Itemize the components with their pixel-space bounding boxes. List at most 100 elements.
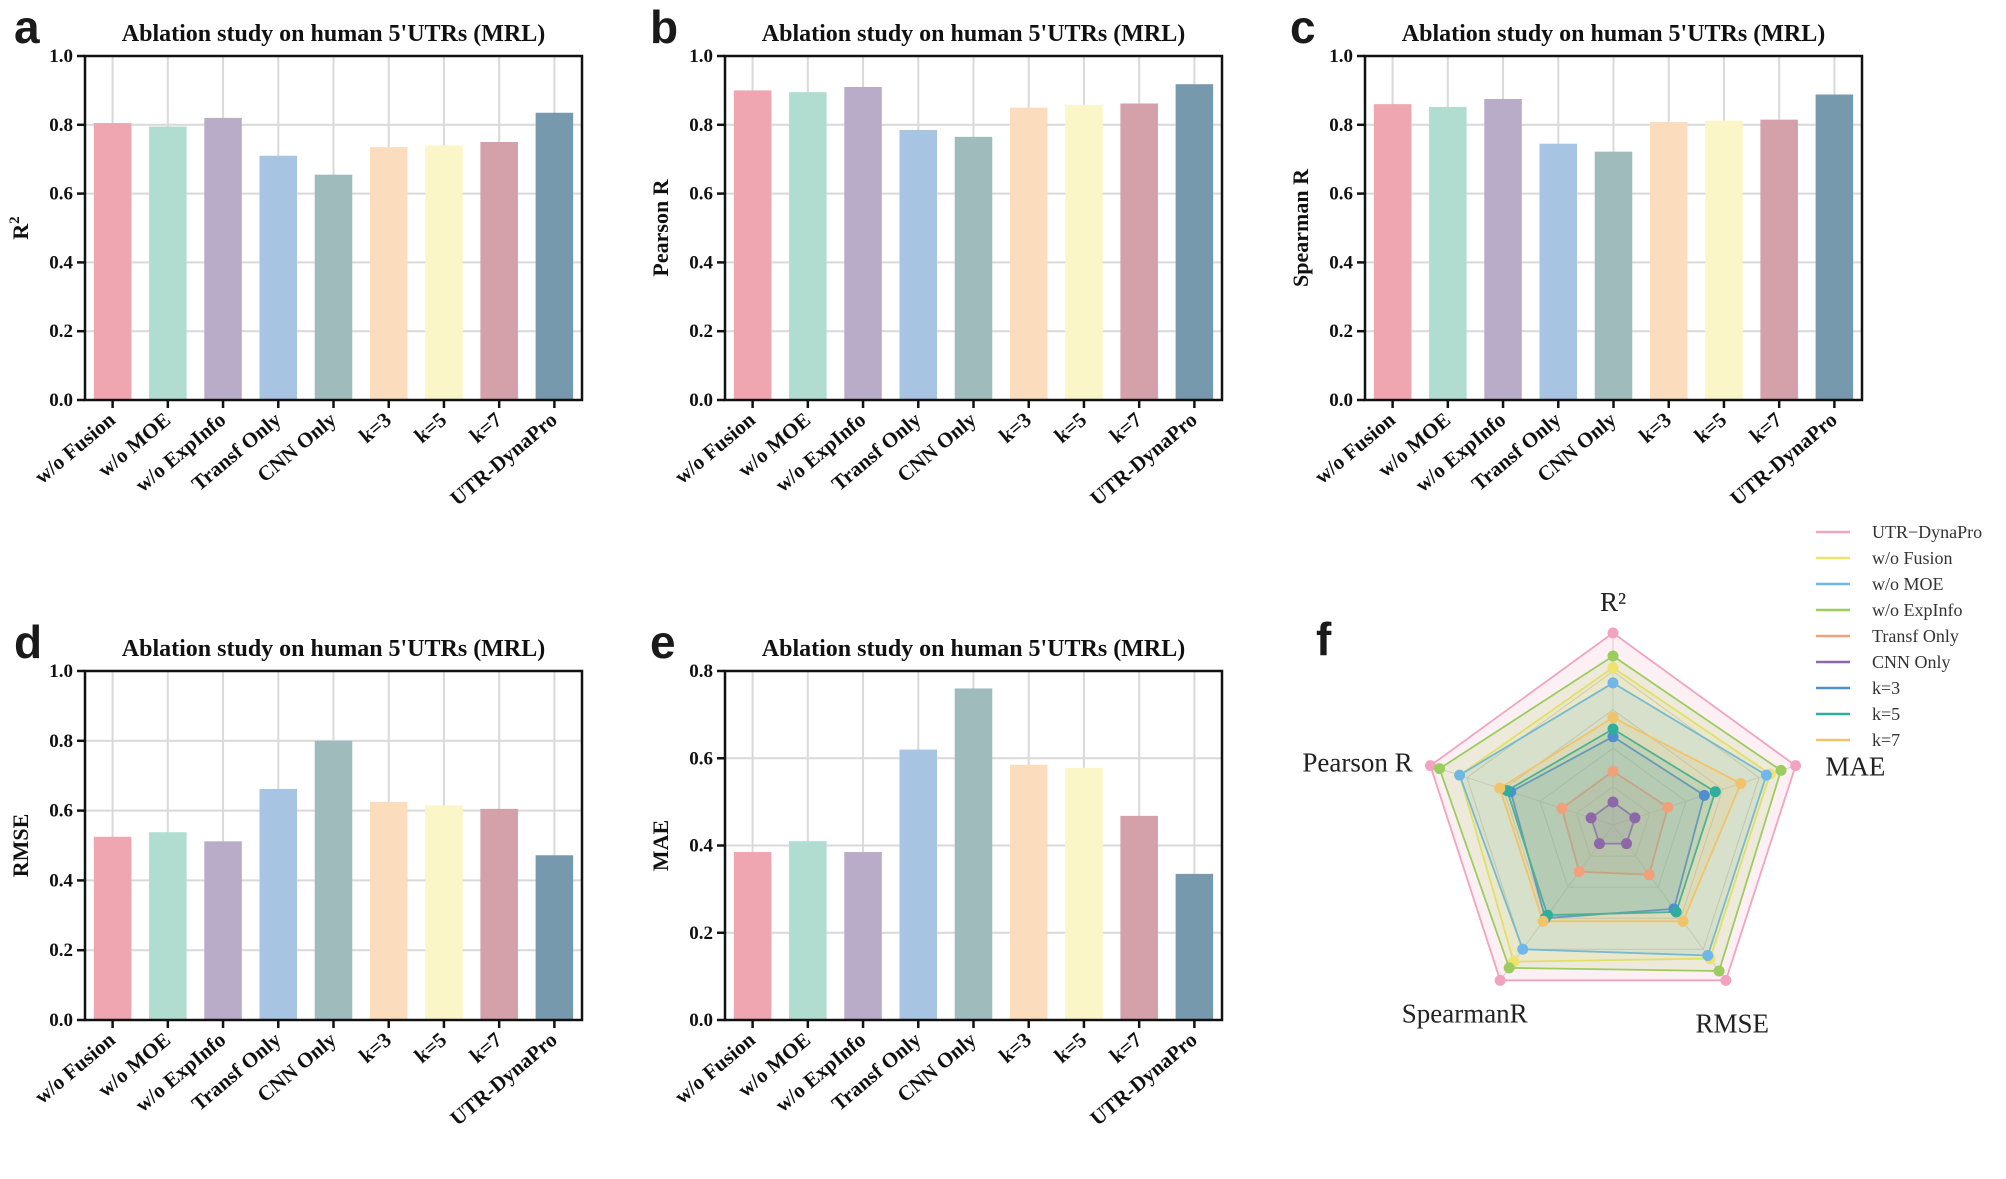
legend-label: k=7 [1872,730,1900,750]
radar-grid-ring [1575,785,1651,857]
y-axis-label-text: R [8,223,33,240]
bar-chart-c: Ablation study on human 5'UTRs (MRL) 0.0 0… [1288,21,1864,510]
bar-cnn-only [314,174,353,400]
bar-k-7 [1120,103,1158,401]
y-tick-label: 0.8 [1329,115,1353,136]
bar-chart-d: Ablation study on human 5'UTRs (MRL) 0.0 0… [8,636,584,1130]
bar-transf-only [259,155,298,400]
radar-axis-label: R² [1600,587,1626,617]
radar-point [1593,838,1605,850]
panel-letter-f: f [1316,613,1332,665]
bar-k-5 [425,145,463,400]
bar-k-3 [1009,764,1048,1020]
x-tick-label: k=5 [410,407,452,447]
bar-cnn-only [314,740,353,1020]
chart-title: Ablation study on human 5'UTRs (MRL) [762,636,1185,662]
y-tick-label: 1.0 [49,661,73,682]
radar-axis-label: Pearson R [1302,747,1412,777]
y-tick-label: 0.0 [49,1010,73,1031]
radar-grid-ring [1539,747,1687,888]
y-axis-label: Spearman R [1288,168,1313,287]
chart-title: Ablation study on human 5'UTRs (MRL) [762,21,1185,47]
y-tick-label: 0.4 [1329,252,1353,273]
x-tick-label: k=3 [994,407,1036,447]
y-tick-label: 0.2 [49,321,73,342]
bar-cnn-only [954,688,993,1020]
y-tick-label: 0.0 [689,1010,713,1031]
y-tick-label: 0.4 [49,252,73,273]
bar-k-5 [425,805,463,1020]
radar-point [1607,627,1619,639]
panel-f: f R² MAE RMSE SpearmanR Pearson R [1270,500,2006,1174]
bar-w-o-fusion [733,90,772,401]
radar-point [1494,782,1506,794]
chart-title: Ablation study on human 5'UTRs (MRL) [1402,21,1825,47]
y-tick-label: 1.0 [689,46,713,67]
radar-point [1454,769,1466,781]
panel-c: c Ablation study on human 5'UTRs (MRL) 0.… [1280,0,1940,590]
radar-legend: UTR−DynaPro w/o Fusion w/o MOE w/o ExpInfo T… [1816,522,1982,750]
y-tick-label: 0.6 [49,184,73,205]
y-tick-label: 0.6 [49,801,73,822]
legend-label: w/o MOE [1872,574,1944,594]
chart-title: Ablation study on human 5'UTRs (MRL) [122,636,545,662]
radar-point [1607,662,1619,674]
x-tick-label: k=5 [1050,1027,1092,1067]
bar-transf-only [899,129,938,400]
bar-w-o-fusion [1373,104,1412,400]
radar-point [1662,801,1674,813]
radar-point [1503,962,1515,974]
radar-point [1556,802,1568,814]
bar-transf-only [1539,143,1578,400]
y-tick-label: 0.4 [49,870,73,891]
bar-k-5 [1065,767,1103,1020]
x-tick-label: k=3 [994,1027,1036,1067]
radar-point [1735,777,1747,789]
legend-label: w/o ExpInfo [1872,600,1962,620]
radar-point [1629,812,1641,824]
radar-point [1434,763,1446,775]
bar-w-o-moe [149,832,187,1020]
bar-utr-dynapro [1175,873,1214,1020]
x-tick-label: k=7 [1105,1027,1147,1067]
radar-spoke [1499,824,1614,981]
bar-w-o-fusion [93,123,132,400]
bar-chart-e: Ablation study on human 5'UTRs (MRL) 0.0 0… [648,636,1224,1130]
y-tick-label: 0.2 [689,321,713,342]
radar-point [1677,915,1689,927]
bar-utr-dynapro [535,855,574,1020]
radar-point [1775,764,1787,776]
radar-point [1709,786,1721,798]
y-axis-label-text: RMSE [8,814,33,878]
legend-label: Transf Only [1872,626,1959,646]
y-axis-label-text: MAE [648,820,673,871]
radar-point [1760,769,1772,781]
bar-w-o-fusion [733,852,772,1020]
bar-utr-dynapro [1815,94,1854,400]
bar-k-5 [1065,104,1103,401]
radar-point [1713,965,1725,977]
y-axis-label: RMSE [8,814,33,878]
y-axis-label: Pearson R [648,178,673,276]
legend-label: UTR−DynaPro [1872,522,1982,542]
y-tick-label: 1.0 [1329,46,1353,67]
bar-w-o-expinfo [844,86,882,401]
radar-point [1607,677,1619,689]
radar-grid-ring [1466,670,1760,950]
radar-point [1607,765,1619,777]
legend-label: CNN Only [1872,652,1951,672]
y-tick-label: 0.0 [1329,390,1353,411]
x-tick-label: k=5 [1050,407,1092,447]
y-tick-label: 1.0 [49,46,73,67]
y-tick-label: 0.8 [49,115,73,136]
bar-transf-only [899,749,938,1020]
bar-w-o-fusion [93,836,132,1020]
bar-k-7 [480,142,518,400]
bar-k-3 [369,801,408,1020]
radar-point [1607,711,1619,723]
radar-chart-f: R² MAE RMSE SpearmanR Pearson R [1302,587,1885,1039]
bar-k-7 [1760,119,1798,400]
bar-w-o-expinfo [844,852,882,1020]
radar-point [1424,760,1436,772]
x-tick-label: k=5 [1690,407,1732,447]
